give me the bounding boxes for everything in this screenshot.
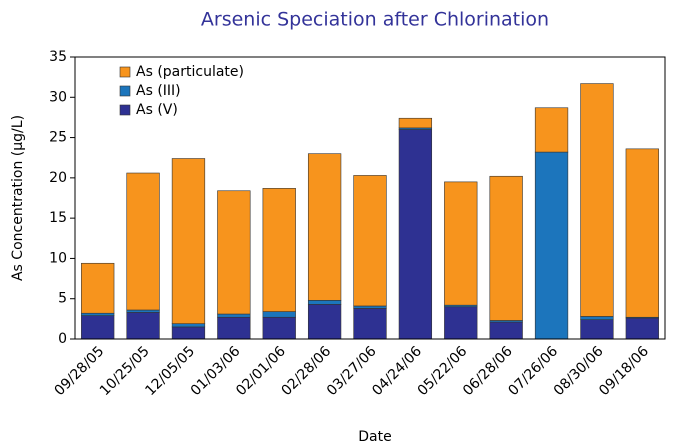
bar-segment bbox=[398, 117, 433, 129]
bar-segment bbox=[217, 316, 251, 340]
legend-swatch bbox=[119, 66, 131, 78]
bar-segment bbox=[307, 153, 342, 301]
bar-segment bbox=[489, 321, 523, 340]
bar-segment bbox=[217, 190, 251, 315]
y-tick-label: 15 bbox=[49, 210, 67, 226]
bar-segment bbox=[625, 148, 659, 318]
bar-segment bbox=[580, 83, 614, 317]
bar-segment bbox=[353, 308, 387, 340]
chart-title: Arsenic Speciation after Chlorination bbox=[201, 9, 549, 31]
bar-segment bbox=[262, 316, 296, 340]
bar-segment bbox=[625, 317, 659, 340]
plot-frame bbox=[74, 56, 666, 340]
bar-segment bbox=[171, 326, 206, 340]
bar-segment bbox=[398, 129, 433, 340]
y-tick-label: 25 bbox=[49, 130, 67, 146]
bar-segment bbox=[307, 304, 342, 340]
legend-label: As (III) bbox=[136, 83, 181, 99]
y-tick-label: 10 bbox=[49, 250, 67, 266]
bar-segment bbox=[534, 107, 569, 153]
y-tick-label: 30 bbox=[49, 89, 67, 105]
y-axis-label: As Concentration (µg/L) bbox=[10, 115, 26, 281]
bar-segment bbox=[262, 311, 296, 318]
bar-segment bbox=[171, 158, 206, 324]
bar-segment bbox=[126, 312, 160, 340]
x-axis-label: Date bbox=[358, 429, 391, 445]
bar-segment bbox=[217, 313, 251, 318]
bar-segment bbox=[580, 319, 614, 340]
bar-segment bbox=[81, 312, 115, 316]
bar-segment bbox=[444, 306, 478, 340]
bar-segment bbox=[489, 175, 523, 321]
y-tick-label: 5 bbox=[58, 291, 67, 307]
bar-segment bbox=[580, 316, 614, 320]
bar-segment bbox=[126, 309, 160, 313]
x-tick-label: 09/18/06 bbox=[596, 343, 652, 399]
legend-label: As (V) bbox=[136, 102, 178, 118]
y-tick-label: 20 bbox=[49, 170, 67, 186]
bar-segment bbox=[81, 315, 115, 340]
y-tick-label: 0 bbox=[58, 331, 67, 347]
bar-segment bbox=[444, 181, 478, 306]
bar-segment bbox=[262, 188, 296, 312]
bar-segment bbox=[171, 323, 206, 328]
legend-label: As (particulate) bbox=[136, 64, 244, 80]
bar-segment bbox=[307, 300, 342, 305]
legend-swatch bbox=[119, 85, 131, 97]
bar-segment bbox=[126, 172, 160, 311]
y-tick-label: 35 bbox=[49, 49, 67, 65]
legend-swatch bbox=[119, 104, 131, 116]
bar-segment bbox=[353, 175, 387, 307]
bar-segment bbox=[353, 305, 387, 309]
bar-segment bbox=[81, 262, 115, 314]
bar-segment bbox=[534, 151, 569, 340]
